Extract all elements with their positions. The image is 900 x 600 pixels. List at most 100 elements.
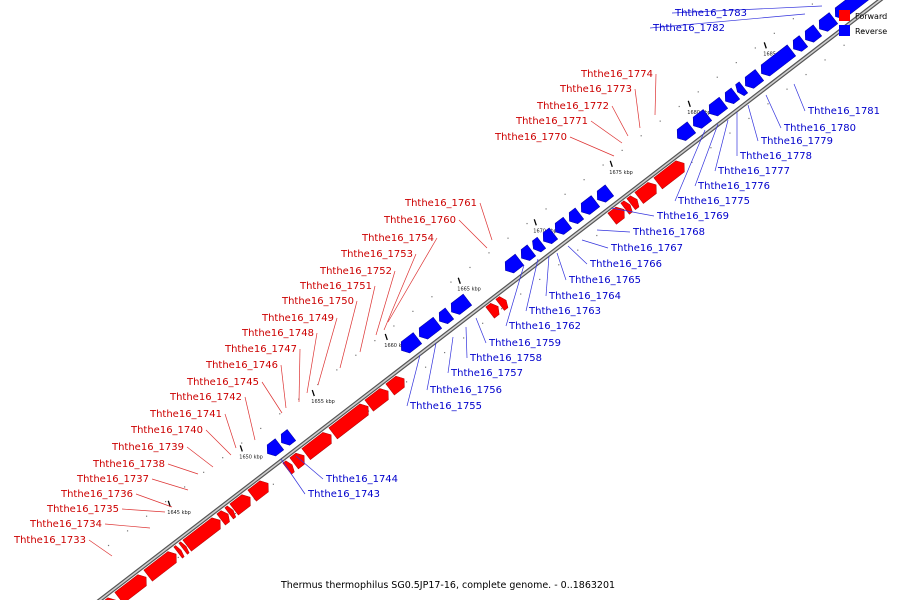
reverse-gene-feature[interactable] <box>539 227 559 247</box>
forward-gene-feature[interactable] <box>620 199 635 215</box>
gene-label: Ththe16_1758 <box>469 353 542 364</box>
leader-line <box>649 13 806 29</box>
gene-label: Ththe16_1777 <box>717 166 790 177</box>
reverse-gene-feature[interactable] <box>733 81 749 98</box>
minor-tick-dot <box>488 252 490 254</box>
reverse-gene-feature[interactable] <box>815 12 839 35</box>
kbp-tick-label: 1645 kbp <box>167 510 191 516</box>
minor-tick-dot <box>184 486 186 488</box>
gene-label: Ththe16_1740 <box>130 425 203 436</box>
minor-tick-dot <box>786 88 788 90</box>
leader-line <box>694 123 719 187</box>
reverse-gene-feature[interactable] <box>789 35 809 55</box>
kbp-tick-label: 1650 kbp <box>239 454 263 460</box>
reverse-gene-feature[interactable] <box>447 293 473 317</box>
reverse-gene-feature[interactable] <box>705 96 729 119</box>
gene-label: Ththe16_1771 <box>515 116 588 127</box>
minor-tick-dot <box>748 117 750 120</box>
minor-tick-dot <box>260 427 262 430</box>
reverse-gene-feature[interactable] <box>757 44 797 79</box>
gene-label: Ththe16_1755 <box>409 401 482 412</box>
minor-tick-dot <box>165 500 167 503</box>
minor-tick-dot <box>767 103 769 105</box>
minor-tick-dot <box>412 310 414 312</box>
leader-line <box>317 317 338 386</box>
minor-tick-dot <box>577 249 579 251</box>
leader-line <box>426 342 437 391</box>
leader-line <box>104 523 151 529</box>
leader-line <box>224 413 237 449</box>
leader-line <box>387 237 438 323</box>
gene-label: Ththe16_1760 <box>383 215 456 226</box>
forward-gene-feature[interactable] <box>364 385 393 412</box>
reverse-gene-feature[interactable] <box>565 207 585 227</box>
gene-label: Ththe16_1750 <box>281 296 354 307</box>
minor-tick-dot <box>203 471 205 473</box>
reverse-gene-feature[interactable] <box>263 438 285 459</box>
reverse-gene-feature[interactable] <box>741 69 765 92</box>
forward-gene-feature[interactable] <box>328 401 373 440</box>
forward-gene-feature[interactable] <box>495 295 511 311</box>
reverse-gene-feature[interactable] <box>277 429 297 449</box>
forward-gene-feature[interactable] <box>385 373 409 396</box>
minor-tick-dot <box>374 340 376 342</box>
forward-gene-feature[interactable] <box>607 204 629 225</box>
forward-gene-feature[interactable] <box>247 478 273 502</box>
reverse-gene-feature[interactable] <box>415 316 443 342</box>
gene-label: Ththe16_1759 <box>488 338 561 349</box>
reverse-gene-feature[interactable] <box>673 121 697 144</box>
gene-label: Ththe16_1778 <box>739 151 812 162</box>
reverse-gene-feature[interactable] <box>501 253 525 276</box>
minor-tick-dot <box>145 515 148 517</box>
forward-gene-feature[interactable] <box>178 541 191 555</box>
leader-line <box>244 396 256 441</box>
minor-tick-dot <box>558 264 560 266</box>
reverse-gene-feature[interactable] <box>593 184 615 205</box>
gene-label: Ththe16_1764 <box>548 291 621 302</box>
minor-tick-dot <box>367 410 370 412</box>
reverse-gene-feature[interactable] <box>721 87 741 107</box>
forward-gene-feature[interactable] <box>182 515 225 552</box>
gene-label: Ththe16_1751 <box>299 281 372 292</box>
forward-gene-feature[interactable] <box>289 450 309 470</box>
leader-line <box>747 104 759 142</box>
leader-line <box>151 478 189 491</box>
forward-gene-feature[interactable] <box>229 492 255 516</box>
gene-label: Ththe16_1748 <box>241 328 314 339</box>
backbone-layer <box>96 0 884 600</box>
minor-tick-dot <box>539 278 541 281</box>
forward-gene-feature[interactable] <box>485 301 503 319</box>
reverse-gene-feature[interactable] <box>435 307 455 327</box>
kbp-tick-mark <box>239 445 243 452</box>
reverse-gene-feature[interactable] <box>529 236 547 254</box>
leader-line <box>634 88 641 129</box>
leader-line <box>590 120 623 144</box>
leader-lines <box>88 5 823 557</box>
forward-gene-feature[interactable] <box>173 545 186 559</box>
reverse-gene-feature[interactable] <box>577 195 601 218</box>
forward-gene-feature[interactable] <box>634 179 661 204</box>
reverse-gene-feature[interactable] <box>517 244 537 264</box>
kbp-tick-label: 1655 kbp <box>311 399 335 405</box>
forward-gene-feature[interactable] <box>626 194 642 210</box>
gene-label: Ththe16_1749 <box>261 313 334 324</box>
forward-gene-feature[interactable] <box>143 549 181 582</box>
forward-gene-feature[interactable] <box>114 572 151 600</box>
gene-label: Ththe16_1773 <box>559 84 632 95</box>
forward-gene-feature[interactable] <box>301 429 336 460</box>
forward-gene-feature[interactable] <box>224 505 238 520</box>
leader-line <box>581 239 609 249</box>
minor-tick-dot <box>520 293 522 295</box>
leader-line <box>479 202 493 241</box>
leader-line <box>505 264 525 327</box>
reverse-gene-feature[interactable] <box>551 216 573 237</box>
reverse-gene-feature[interactable] <box>801 24 823 45</box>
gene-label: Ththe16_1746 <box>205 360 278 371</box>
reverse-gene-feature[interactable] <box>397 332 423 356</box>
leader-line <box>458 219 488 249</box>
reverse-gene-feature[interactable] <box>689 109 713 132</box>
forward-gene-feature[interactable] <box>653 158 689 190</box>
forward-gene-feature[interactable] <box>216 509 233 526</box>
minor-tick-dot <box>640 135 642 137</box>
